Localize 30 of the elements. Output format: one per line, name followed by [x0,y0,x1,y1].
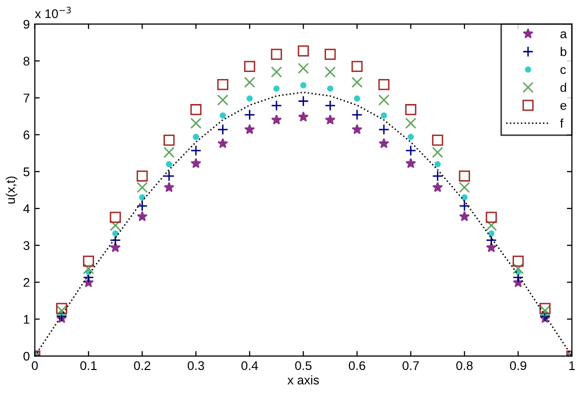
y-tick-label: 3 [23,241,30,250]
y-tick-label: 8 [24,56,30,66]
y-tick-label: 5 [23,168,30,176]
y-tick-label: 1 [24,315,30,324]
y-tick-label: 6 [24,130,30,140]
y-tick-label: 4 [23,204,30,213]
legend-label: e [560,102,566,110]
text: x 10$^{−3}$ [34,6,71,18]
y-tick-label: 7 [24,94,30,102]
y-axis-title: u(x,t) [6,176,18,204]
y-tick-label: 2 [24,278,30,287]
y-tick-label: 0 [23,352,30,361]
x-tick-label: 0.2 [134,361,150,370]
x-tick-label: 1 [569,361,575,370]
x-axis-title: x axis [288,375,319,384]
legend-label: d [560,82,566,92]
legend-label: f [560,118,564,128]
x-tick-label: 0.3 [188,361,204,370]
x-tick-label: 0 [32,361,38,370]
y-tick-label: 9 [24,20,30,29]
x-tick-label: 0.1 [80,361,97,370]
legend-label: a [560,31,567,38]
x-tick-label: 0.6 [348,361,366,370]
x-tick-label: 0.9 [510,361,526,370]
legend-label: c [560,67,566,74]
legend-label: b [560,46,566,56]
x-tick-label: 0.4 [241,361,258,370]
x-tick-label: 0.8 [456,361,473,370]
x-tick-label: 0.7 [402,361,419,370]
x-tick-label: 0.5 [295,361,312,370]
